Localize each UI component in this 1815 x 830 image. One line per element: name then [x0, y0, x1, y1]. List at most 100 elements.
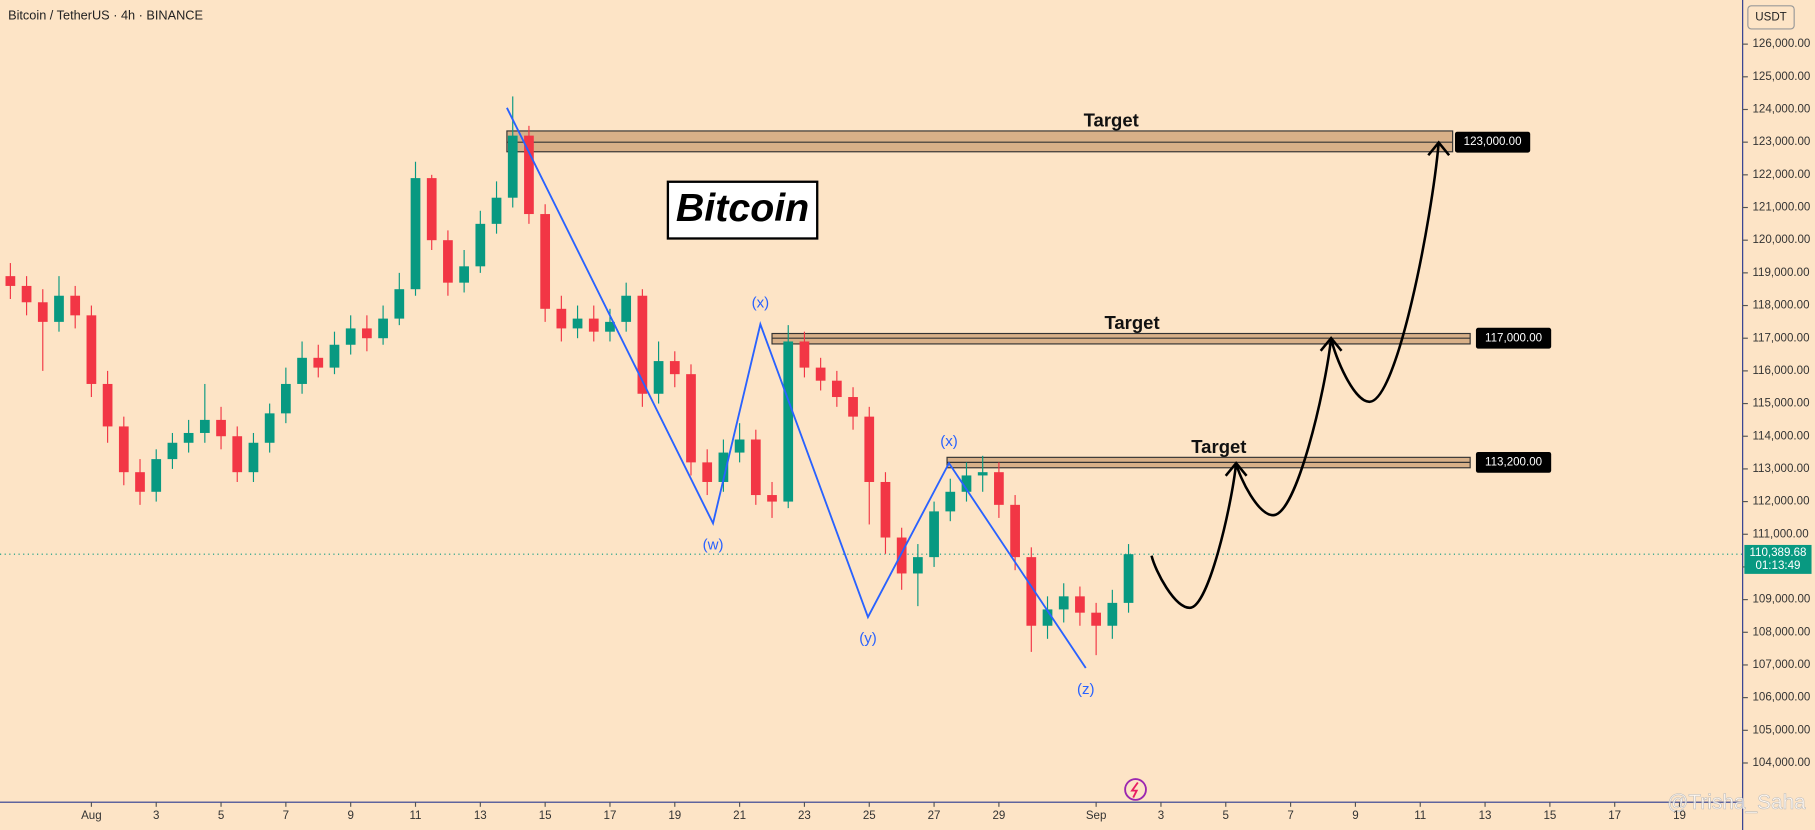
candle-body — [491, 197, 502, 224]
candle-body — [556, 308, 567, 329]
candle-body — [815, 367, 826, 381]
y-tick-label: 113,000.00 — [1752, 463, 1809, 475]
candle-body — [750, 439, 761, 496]
candle-body — [37, 302, 48, 322]
candle-body — [572, 318, 583, 329]
event-icon[interactable] — [1124, 778, 1147, 801]
watermark: @Trisha_Saha — [1667, 791, 1806, 814]
countdown-label: 01:13:49 — [1755, 560, 1800, 572]
projection-path — [1150, 142, 1440, 610]
candle-body — [394, 289, 405, 319]
candle-body — [799, 341, 810, 368]
y-tick-label: 107,000.00 — [1752, 659, 1810, 671]
x-tick-label: 25 — [863, 810, 876, 822]
y-tick-label: 118,000.00 — [1752, 300, 1809, 312]
wave-label: (x) — [940, 433, 958, 450]
candle-body — [183, 432, 194, 443]
candle-body — [329, 344, 340, 368]
candle-body — [524, 135, 534, 215]
candle-body — [1123, 554, 1134, 603]
x-tick-label: 13 — [474, 810, 487, 822]
candle-body — [913, 557, 923, 574]
x-tick-label: 17 — [604, 810, 617, 822]
candle-body — [167, 442, 178, 460]
target-label: Target — [1191, 436, 1246, 457]
candle-body — [653, 361, 664, 394]
x-tick-label: 7 — [1287, 810, 1293, 822]
annotation-text: Bitcoin — [676, 186, 809, 230]
candle-body — [669, 361, 680, 375]
candle-body — [1058, 596, 1069, 610]
projection-arrowhead — [1427, 140, 1451, 157]
currency-box[interactable] — [1747, 5, 1795, 30]
candle-body — [70, 295, 81, 316]
candle-body — [961, 475, 972, 492]
x-tick-label: 21 — [733, 810, 746, 822]
x-tick-label: 5 — [1223, 810, 1229, 822]
y-tick-label: 104,000.00 — [1752, 757, 1810, 769]
x-tick-label: 19 — [668, 810, 681, 822]
x-tick-label: 3 — [1158, 810, 1164, 822]
y-tick-label: 105,000.00 — [1752, 724, 1810, 736]
x-tick-label: 9 — [347, 810, 353, 822]
y-tick-label: 109,000.00 — [1752, 594, 1810, 606]
candle-body — [864, 416, 875, 482]
target-price-label: 113,200.00 — [1485, 456, 1542, 468]
wave-line — [506, 107, 1087, 669]
y-tick-label: 108,000.00 — [1752, 626, 1810, 638]
x-tick-label: 9 — [1352, 810, 1358, 822]
y-tick-label: 119,000.00 — [1752, 267, 1809, 279]
candle-body — [540, 214, 551, 309]
x-tick-label: 7 — [283, 810, 289, 822]
candle-body — [232, 436, 243, 473]
candle-body — [507, 135, 518, 198]
target-zone — [506, 130, 1454, 153]
x-tick-label: Sep — [1086, 810, 1107, 822]
candle-body — [54, 295, 64, 322]
candle-body — [977, 472, 988, 476]
candle-body — [475, 223, 486, 267]
candle-body — [945, 491, 956, 512]
y-tick-label: 115,000.00 — [1752, 398, 1809, 410]
candle-body — [588, 318, 599, 332]
candle-body — [345, 328, 356, 345]
candle-body — [1107, 602, 1118, 626]
target-price-label: 123,000.00 — [1464, 136, 1522, 148]
wave-label: (z) — [1077, 681, 1095, 698]
candle-body — [637, 295, 648, 394]
candle-body — [896, 537, 907, 574]
candle-body — [718, 452, 729, 482]
candle-body — [216, 419, 226, 437]
target-label: Target — [1104, 312, 1159, 333]
y-tick-label: 125,000.00 — [1752, 71, 1810, 83]
candle-body — [248, 442, 259, 473]
y-tick-label: 126,000.00 — [1752, 38, 1810, 50]
candle-body — [848, 397, 858, 417]
candle-body — [86, 315, 97, 384]
candle-body — [378, 318, 388, 339]
annotation-box — [666, 180, 819, 240]
candle-body — [459, 266, 469, 283]
candle-body — [1026, 557, 1037, 626]
candle-body — [831, 380, 842, 398]
candle-body — [281, 383, 291, 414]
candle-body — [1010, 504, 1020, 558]
candle-body — [621, 295, 632, 322]
candle-body — [102, 383, 113, 427]
current-price-label: 110,389.68 — [1749, 547, 1806, 559]
x-tick-label: 23 — [798, 810, 811, 822]
y-tick-label: 106,000.00 — [1752, 692, 1810, 704]
target-price-box — [1475, 327, 1552, 349]
candle-body — [605, 321, 615, 332]
wave-label: (x) — [752, 294, 770, 311]
chart-title: Bitcoin / TetherUS · 4h · BINANCE — [8, 8, 203, 23]
x-tick-label: 15 — [539, 810, 552, 822]
candle-body — [443, 240, 453, 283]
target-price-box — [1454, 131, 1531, 153]
wave-label: (y) — [859, 630, 877, 647]
currency-label[interactable]: USDT — [1755, 11, 1786, 23]
candle-body — [135, 472, 145, 492]
candle-body — [199, 419, 210, 433]
projection-arrowhead — [1224, 461, 1248, 477]
